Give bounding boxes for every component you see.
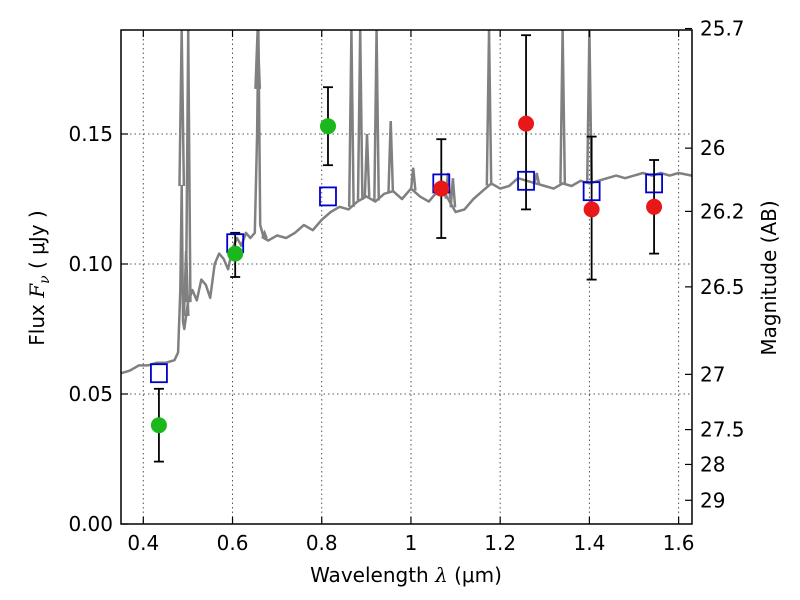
y-tick-label: 0.15 bbox=[68, 122, 113, 146]
mag-tick-label: 28 bbox=[700, 452, 725, 476]
emission-line bbox=[387, 120, 395, 192]
emission-line bbox=[373, 30, 381, 201]
green-data-point bbox=[227, 245, 244, 262]
model-flux-box bbox=[319, 186, 337, 207]
mag-tick-label: 26.5 bbox=[700, 275, 745, 299]
x-tick-label: 1.2 bbox=[484, 531, 516, 555]
y-axis-title-prefix: Flux bbox=[25, 298, 49, 346]
model-flux-box bbox=[517, 170, 535, 191]
plot-frame bbox=[120, 29, 693, 525]
model-flux-box bbox=[150, 363, 168, 384]
emission-line bbox=[363, 133, 371, 197]
x-tick-label: 0.8 bbox=[306, 531, 338, 555]
y-axis-title-symbol: F bbox=[25, 283, 49, 299]
model-flux-box bbox=[582, 181, 601, 202]
model-spectrum bbox=[121, 30, 692, 375]
mag-tick-label: 25.7 bbox=[700, 17, 745, 41]
y-tick-label: 0.05 bbox=[68, 382, 113, 406]
axis-ticks: 0.4 0.6 0.8 1 1.2 1.4 1.6 0.00 0.05 0.10 0.15 25.7 2… bbox=[68, 17, 744, 555]
emission-line bbox=[184, 30, 192, 303]
emission-line bbox=[533, 172, 541, 184]
mag-tick-label: 27.5 bbox=[700, 418, 745, 442]
emission-line bbox=[585, 30, 593, 184]
mag-tick-label: 29 bbox=[700, 488, 725, 512]
emission-line bbox=[356, 30, 364, 201]
mag-tick-label: 26 bbox=[700, 136, 725, 160]
spectrum-line bbox=[121, 30, 692, 375]
emission-line bbox=[254, 30, 262, 89]
y-axis-title: Flux Fν ( μJy ) bbox=[25, 210, 53, 345]
mag-tick-label: 26.2 bbox=[700, 199, 745, 223]
emission-line bbox=[449, 178, 457, 208]
grid-lines bbox=[121, 30, 692, 524]
red-data-point bbox=[518, 115, 535, 132]
green-data-point bbox=[319, 118, 336, 135]
emission-line bbox=[409, 167, 417, 191]
x-tick-label: 1.6 bbox=[663, 531, 695, 555]
right-axis-title: Magnitude (AB) bbox=[757, 200, 781, 355]
x-tick-label: 1 bbox=[405, 531, 418, 555]
y-tick-label: 0.00 bbox=[68, 512, 113, 536]
x-tick-label: 1.4 bbox=[573, 531, 605, 555]
red-data-point bbox=[646, 198, 663, 215]
x-axis-title-prefix: Wavelength bbox=[310, 563, 435, 587]
x-axis-title-symbol: λ bbox=[434, 563, 448, 587]
x-tick-label: 0.6 bbox=[217, 531, 249, 555]
green-data-point bbox=[150, 417, 167, 434]
model-flux-box bbox=[645, 173, 663, 194]
mag-tick-label: 27 bbox=[700, 362, 725, 386]
emission-line bbox=[559, 30, 567, 184]
y-tick-label: 0.10 bbox=[68, 252, 113, 276]
photometry-points bbox=[150, 115, 663, 434]
y-axis-title-subscript: ν bbox=[37, 275, 53, 284]
red-data-point bbox=[583, 201, 600, 218]
red-data-point bbox=[433, 180, 450, 197]
x-tick-label: 0.4 bbox=[127, 531, 159, 555]
y-axis-title-unit: ( μJy ) bbox=[25, 210, 49, 275]
emission-line bbox=[347, 30, 355, 207]
emission-line bbox=[261, 229, 268, 239]
emission-line bbox=[485, 30, 493, 186]
emission-line bbox=[178, 30, 186, 187]
x-axis-title-unit: (μm) bbox=[448, 563, 502, 587]
x-axis-title: Wavelength λ (μm) bbox=[310, 563, 502, 587]
